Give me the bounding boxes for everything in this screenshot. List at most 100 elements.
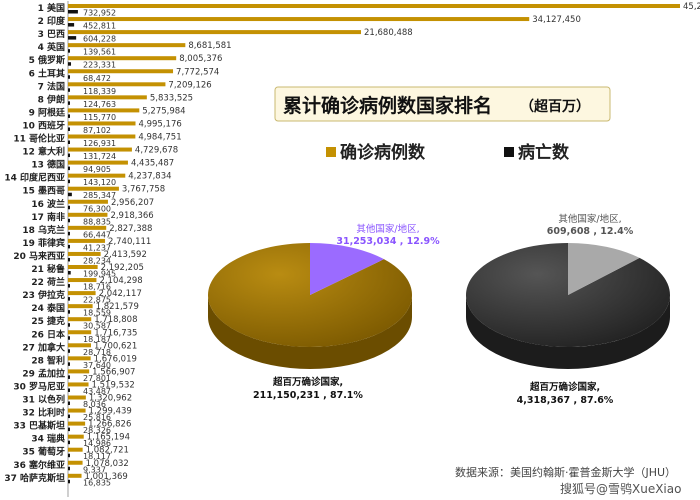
bar-deaths [68,336,70,340]
bar-confirmed-label: 2,956,207 [111,198,154,208]
bar-deaths-label: 14,986 [83,439,111,448]
category-label: 15 墨西哥 [22,186,65,197]
bar-confirmed [68,30,362,35]
category-label: 31 以色列 [22,394,65,406]
bar-deaths [68,140,70,144]
category-label: 32 比利时 [22,407,65,419]
pie-slice-main [207,243,412,347]
bar-deaths-label: 28,718 [83,348,111,357]
bar-confirmed [68,17,530,22]
category-label: 10 西班牙 [22,119,65,131]
bar-deaths [68,375,70,379]
bar-confirmed-label: 1,676,019 [94,354,137,364]
category-label: 17 南非 [31,211,65,223]
bar-confirmed [68,265,98,269]
chart-title: 累计确诊病例数国家排名 [283,94,492,117]
legend-swatch-confirmed [326,147,336,157]
bar-confirmed [68,43,186,48]
bar-confirmed [68,460,83,465]
bar-deaths-label: 25,816 [83,413,111,422]
bar-confirmed-label: 1,566,907 [92,367,135,377]
bar-confirmed [68,134,136,139]
bar-deaths [68,323,70,327]
pie-slice-other [310,243,384,295]
bar-chart: 1 美国 45,284,415 732,952 2 印度 34,127,450 452,8… [4,1,700,497]
category-label: 14 印度尼西亚 [4,172,65,184]
bar-confirmed-label: 2,042,117 [99,289,142,299]
bar-deaths-label: 22,875 [83,296,111,305]
category-label: 33 巴基斯坦 [13,420,65,432]
bar-deaths [68,205,70,210]
bar-deaths-label: 87,102 [83,126,111,135]
bar-confirmed-label: 1,082,721 [86,446,129,456]
bar-deaths-label: 18,559 [83,309,111,318]
bar-confirmed [68,343,91,348]
bar-deaths-label: 28,326 [83,426,111,435]
bar-confirmed-label: 1,266,826 [88,420,131,430]
bar-confirmed-label: 21,680,488 [364,28,413,38]
category-label: 11 哥伦比亚 [13,133,65,145]
category-label: 5 俄罗斯 [29,54,65,66]
pie-value-main: 211,150,231 , 87.1% [253,390,363,401]
bar-deaths [68,192,72,197]
category-label: 8 伊朗 [38,93,65,105]
pie-side [466,295,670,369]
bar-deaths-label: 452,811 [83,22,116,31]
bar-confirmed-label: 5,275,984 [142,106,185,116]
bar-confirmed-label: 1,078,032 [86,459,129,469]
bar-deaths-label: 16,835 [83,478,111,487]
bar-confirmed [68,199,108,204]
bar-confirmed-label: 1,165,194 [87,433,130,443]
bar-confirmed-label: 4,435,487 [131,159,174,169]
bar-confirmed-label: 2,740,111 [108,237,151,247]
bar-deaths-label: 18,716 [83,283,111,292]
bar-confirmed-label: 4,995,176 [139,119,182,129]
bar-deaths [68,75,70,79]
pie-confirmed: 其他国家/地区,31,253,034 , 12.9% 超百万确诊国家, 211,15… [207,223,440,401]
bar-deaths [68,114,70,118]
bar-confirmed-label: 1,716,735 [94,328,137,338]
bar-deaths-label: 118,339 [83,87,116,96]
category-label: 35 葡萄牙 [22,446,65,458]
legend-label-deaths: 病亡数 [518,142,570,163]
category-label: 20 马来西亚 [13,250,65,262]
bar-deaths [68,231,70,236]
bar-deaths-label: 732,952 [83,9,116,18]
bar-confirmed-label: 2,104,298 [99,276,142,286]
bar-confirmed-label: 1,320,962 [89,394,132,404]
bar-deaths-label: 126,931 [83,139,116,148]
bar-deaths [68,257,70,262]
bar-deaths [68,440,70,445]
bar-confirmed [68,225,107,230]
bar-deaths-label: 27,801 [83,374,111,383]
bar-confirmed-label: 3,767,758 [122,185,165,195]
bar-deaths-label: 76,300 [83,204,111,213]
bar-confirmed [68,408,86,413]
bar-confirmed [68,212,108,217]
bar-confirmed [68,382,89,387]
bar-confirmed [68,291,96,296]
bar-deaths-label: 8,036 [83,400,106,409]
category-label: 23 伊拉克 [22,289,65,301]
bar-confirmed-label: 8,681,581 [188,41,231,51]
bar-confirmed-label: 1,718,808 [94,315,137,325]
bar-confirmed-label: 34,127,450 [532,15,581,25]
bar-confirmed-label: 1,821,579 [96,302,139,312]
pie-label-other: 其他国家/地区, [356,223,419,235]
category-label: 34 瑞典 [31,433,65,445]
bar-confirmed-label: 7,209,126 [168,80,211,90]
bar-confirmed-label: 2,827,388 [109,224,152,234]
bar-deaths [68,49,70,53]
bar-deaths [68,62,72,66]
bar-deaths-label: 285,347 [83,191,116,200]
bar-confirmed [68,317,92,322]
title-box [274,86,611,122]
bar-deaths [68,388,70,392]
bar-confirmed-label: 1,519,532 [92,380,135,390]
bar-confirmed [68,56,177,61]
category-label: 28 智利 [31,354,65,366]
category-label: 36 塞尔维亚 [13,459,65,471]
bar-deaths [68,401,70,405]
bar-confirmed-label: 1,299,439 [89,407,132,417]
